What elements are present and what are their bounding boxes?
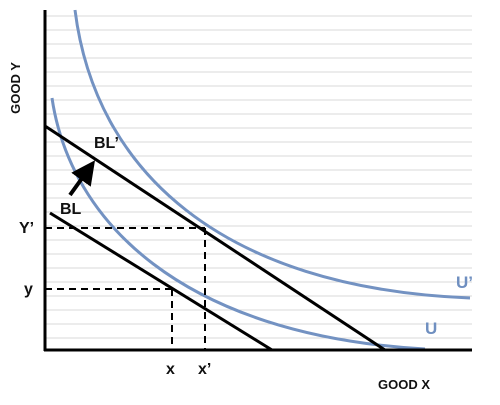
- projection-lines: [45, 227, 206, 350]
- budget-line-new-label: BL’: [94, 135, 119, 152]
- indifference-curve-u: [50, 97, 426, 351]
- x-axis-title: GOOD X: [378, 377, 430, 392]
- y-prime-tick-label: Y’: [19, 220, 34, 237]
- budget-line: [49, 211, 273, 352]
- indifference-curve-u-prime-label: U’: [456, 273, 473, 292]
- indifference-curve-u-label: U: [425, 319, 437, 338]
- budget-line-new: [44, 124, 386, 352]
- arrow-up-right-icon: [68, 160, 96, 197]
- y-axis-title: GOOD Y: [8, 62, 23, 114]
- y-tick-label: y: [24, 281, 33, 298]
- x-tick-label: x: [166, 361, 175, 378]
- indifference-curve-u-prime: [73, 9, 471, 300]
- x-prime-tick-label: x’: [198, 361, 211, 378]
- budget-line-label: BL: [60, 201, 82, 218]
